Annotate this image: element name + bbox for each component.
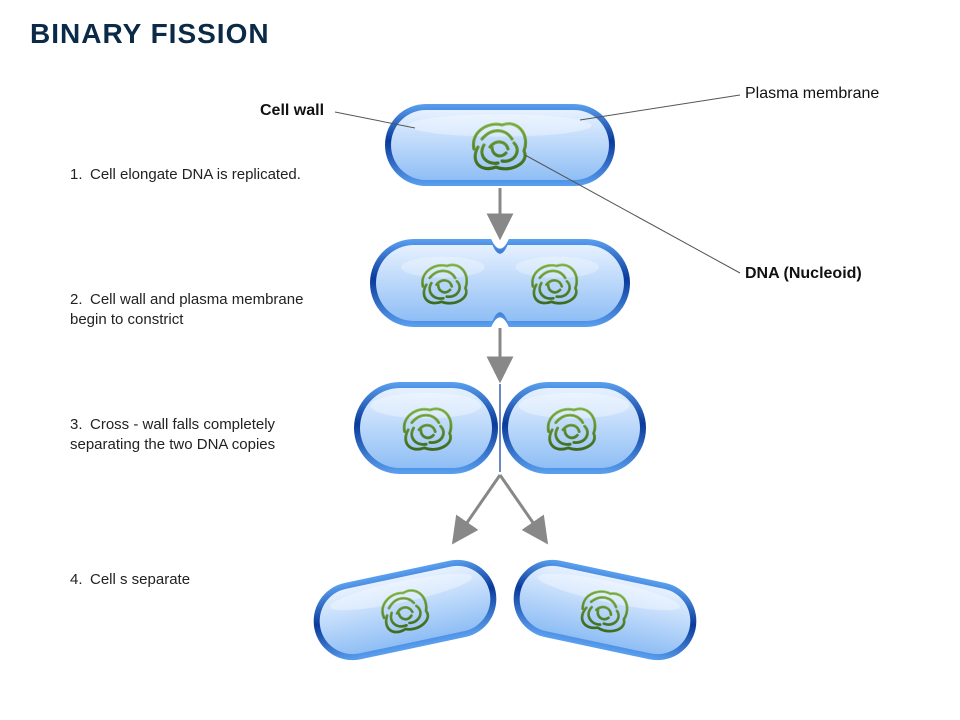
cell-stage3: [354, 382, 646, 474]
cell-stage1: [385, 104, 615, 186]
cell-stage4b: [506, 553, 703, 668]
cell-stage2: [370, 239, 630, 327]
binary-fission-diagram: [0, 0, 960, 720]
cell-stage4a: [306, 553, 503, 668]
